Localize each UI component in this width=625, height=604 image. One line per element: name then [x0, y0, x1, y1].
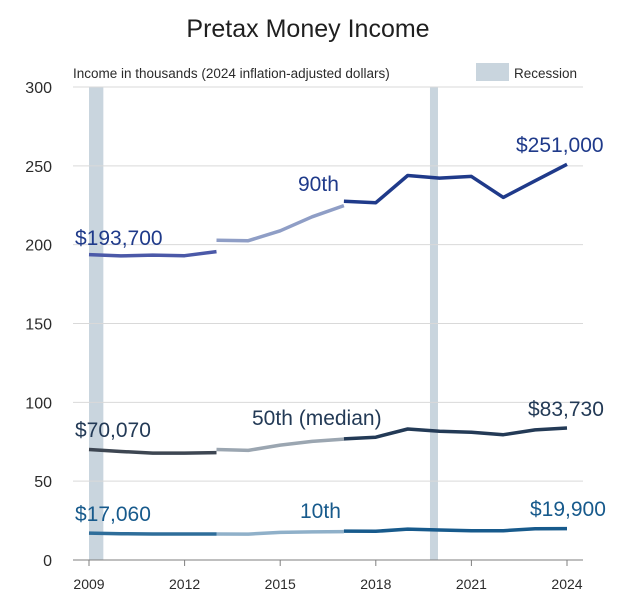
- x-tick-label: 2012: [169, 576, 200, 592]
- series-name-label: 50th (median): [252, 407, 382, 430]
- series-line-segment: [88, 531, 217, 536]
- y-tick-label: 0: [43, 553, 52, 570]
- series-start-label: $193,700: [75, 227, 163, 250]
- axes: 0 50 100 150 200 250 300 2009 2012 2015 2018 2021 20…: [25, 80, 583, 592]
- series-lines: [88, 162, 568, 536]
- series-line-segment: [216, 437, 345, 453]
- series-labels: $193,700 90th $251,000 $70,070 50th (median)…: [75, 134, 606, 526]
- series-line-segment: [216, 529, 344, 536]
- y-tick-label: 250: [25, 159, 52, 176]
- chart-title: Pretax Money Income: [186, 15, 429, 43]
- x-tick-label: 2024: [551, 576, 582, 592]
- gridlines: [73, 86, 583, 482]
- legend-recession-swatch: [476, 63, 509, 81]
- x-tick-label: 2021: [456, 576, 487, 592]
- y-tick-label: 50: [34, 474, 52, 491]
- series-line-segment: [88, 249, 217, 258]
- y-tick-label: 150: [25, 317, 52, 334]
- series-line-segment: [343, 426, 568, 441]
- series-name-label: 10th: [300, 500, 341, 523]
- y-tick-label: 100: [25, 395, 52, 412]
- series-start-label: $70,070: [75, 419, 151, 442]
- x-tick-label: 2009: [73, 576, 104, 592]
- series-line-segment: [216, 203, 345, 243]
- y-tick-label: 300: [25, 80, 52, 97]
- series-end-label: $83,730: [528, 398, 604, 421]
- series-name-label: 90th: [298, 173, 339, 196]
- x-tick-label: 2015: [265, 576, 296, 592]
- series-line-segment: [343, 162, 568, 205]
- series-line-segment: [343, 526, 568, 534]
- legend-recession-label: Recession: [514, 66, 577, 81]
- chart-subtitle: Income in thousands (2024 inflation-adju…: [73, 66, 390, 81]
- y-tick-label: 200: [25, 238, 52, 255]
- series-start-label: $17,060: [75, 503, 151, 526]
- series-end-label: $19,900: [530, 498, 606, 521]
- x-tick-label: 2018: [360, 576, 391, 592]
- series-line-segment: [88, 447, 217, 455]
- series-end-label: $251,000: [516, 134, 604, 157]
